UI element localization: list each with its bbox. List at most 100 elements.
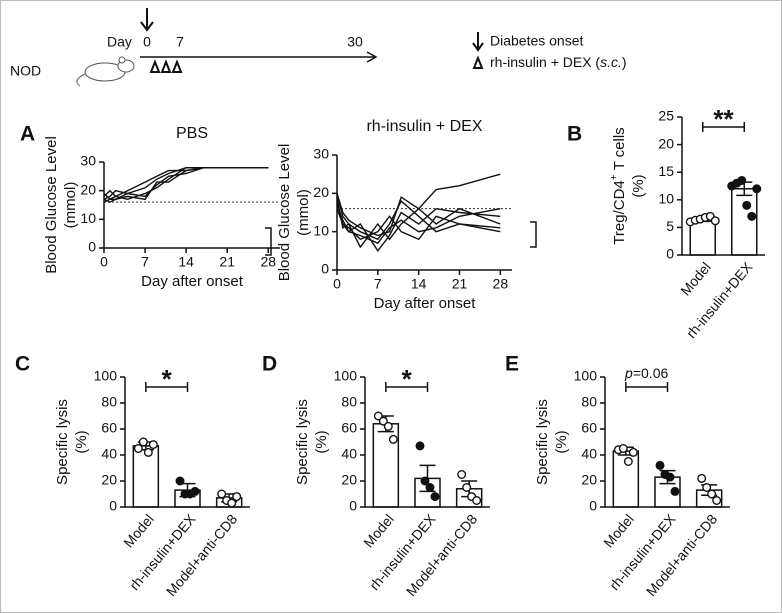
panel-label: B bbox=[567, 123, 582, 146]
y-axis-label: Treg/CD4+ T cells(%) bbox=[609, 127, 647, 244]
y-tick-label: 40 bbox=[581, 446, 597, 462]
y-tick-label: 80 bbox=[341, 394, 357, 410]
day-label: Day bbox=[107, 34, 132, 50]
data-point bbox=[472, 496, 482, 506]
y-tick-label: 0 bbox=[666, 246, 674, 262]
data-point bbox=[697, 473, 707, 483]
x-tick-label: 0 bbox=[333, 276, 341, 292]
y-tick-label: 100 bbox=[574, 368, 598, 384]
data-point bbox=[702, 483, 712, 493]
y-tick-label: 20 bbox=[80, 181, 96, 197]
onset-arrow-head bbox=[140, 21, 154, 32]
chart-title: rh-insulin + DEX bbox=[366, 118, 482, 135]
y-tick-label: 0 bbox=[349, 498, 357, 514]
data-point bbox=[373, 411, 383, 421]
y-axis-label: Specific lysis (%) bbox=[54, 399, 90, 485]
x-tick-label: 0 bbox=[100, 254, 108, 270]
y-tick-label: 0 bbox=[589, 498, 597, 514]
data-point bbox=[462, 483, 472, 493]
data-point bbox=[618, 444, 628, 454]
x-axis-label: Day after onset bbox=[374, 295, 477, 312]
y-tick-label: 10 bbox=[658, 191, 674, 207]
data-point bbox=[752, 184, 762, 194]
injection-markers bbox=[149, 59, 183, 73]
y-label-line: Specific lysis bbox=[294, 399, 311, 485]
y-label-line: Blood Glucose Level bbox=[276, 144, 293, 282]
range-bracket bbox=[265, 227, 272, 256]
data-point bbox=[138, 437, 148, 447]
y-tick-label: 10 bbox=[313, 222, 329, 238]
panel-label: D bbox=[262, 353, 277, 376]
y-tick-label: 5 bbox=[666, 218, 674, 234]
x-tick-label: 14 bbox=[411, 276, 427, 292]
range-bracket bbox=[530, 221, 537, 248]
y-axis-label: Specific lysis (%) bbox=[534, 399, 570, 485]
significance-label: ** bbox=[713, 104, 734, 134]
data-point bbox=[420, 476, 430, 486]
line-series bbox=[336, 173, 501, 237]
data-point bbox=[707, 489, 717, 499]
data-point bbox=[143, 447, 153, 457]
data-point bbox=[655, 460, 665, 470]
significance-bracket bbox=[702, 122, 745, 132]
y-label-line: Treg/CD4 bbox=[611, 180, 628, 244]
y-axis-label: Blood Glucose Level (mmol) bbox=[276, 144, 312, 282]
legend-onset: Diabetes onset bbox=[490, 33, 584, 49]
line-series bbox=[336, 193, 501, 241]
data-point bbox=[148, 440, 158, 450]
y-tick-label: 20 bbox=[341, 472, 357, 488]
y-label-line: Blood Glucose Level bbox=[43, 136, 60, 274]
y-label-line: (%) bbox=[313, 430, 330, 453]
y-tick-label: 100 bbox=[94, 368, 118, 384]
x-axis-label: Day after onset bbox=[141, 273, 244, 290]
data-point bbox=[425, 483, 435, 493]
x-tick-label: 14 bbox=[178, 254, 194, 270]
y-axis-label: Blood Glucose Level (mmol) bbox=[43, 136, 79, 274]
significance-label: * bbox=[162, 364, 173, 394]
significance-label: * bbox=[402, 364, 413, 394]
y-tick-label: 100 bbox=[334, 368, 358, 384]
timeline: Day NOD Diabetes onset rh-insulin + DEX … bbox=[10, 8, 627, 87]
y-tick-label: 30 bbox=[80, 153, 96, 169]
significance-part: =0.06 bbox=[633, 365, 669, 381]
significance-bracket bbox=[625, 382, 669, 392]
x-tick-label: 7 bbox=[141, 254, 149, 270]
data-point bbox=[712, 496, 722, 506]
timeline-tick: 0 bbox=[143, 34, 151, 50]
y-label-line: (mmol) bbox=[62, 182, 79, 229]
y-label-line: (%) bbox=[73, 430, 90, 453]
data-point bbox=[742, 200, 752, 210]
y-tick-label: 15 bbox=[658, 163, 674, 179]
y-label-sup: + bbox=[609, 174, 620, 180]
data-point bbox=[430, 492, 440, 502]
y-label-line: (mmol) bbox=[295, 189, 312, 236]
data-point bbox=[747, 211, 757, 221]
y-tick-label: 60 bbox=[581, 420, 597, 436]
chart-title: PBS bbox=[176, 125, 208, 142]
mouse-icon bbox=[76, 56, 135, 87]
y-tick-label: 25 bbox=[658, 108, 674, 124]
bar bbox=[731, 188, 758, 256]
y-tick-label: 60 bbox=[341, 420, 357, 436]
data-point bbox=[665, 472, 675, 482]
y-tick-label: 30 bbox=[313, 146, 329, 162]
x-tick-label: 7 bbox=[374, 276, 382, 292]
significance-label: p=0.06 bbox=[624, 365, 668, 381]
y-label-line: Specific lysis bbox=[534, 399, 551, 485]
y-tick-label: 20 bbox=[313, 184, 329, 200]
y-tick-label: 0 bbox=[88, 239, 96, 255]
data-point bbox=[457, 470, 467, 480]
legend-arrow-head bbox=[472, 42, 484, 52]
data-point bbox=[232, 492, 242, 502]
data-point bbox=[388, 434, 398, 444]
line-series bbox=[103, 167, 269, 203]
timeline-tick: 7 bbox=[176, 34, 184, 50]
x-tick-label: 28 bbox=[260, 254, 276, 270]
data-point bbox=[623, 457, 633, 467]
panel-label: C bbox=[15, 353, 30, 376]
y-tick-label: 20 bbox=[101, 472, 117, 488]
legend-treatment: rh-insulin + DEX (s.c.) bbox=[490, 54, 627, 70]
data-point bbox=[737, 175, 747, 185]
